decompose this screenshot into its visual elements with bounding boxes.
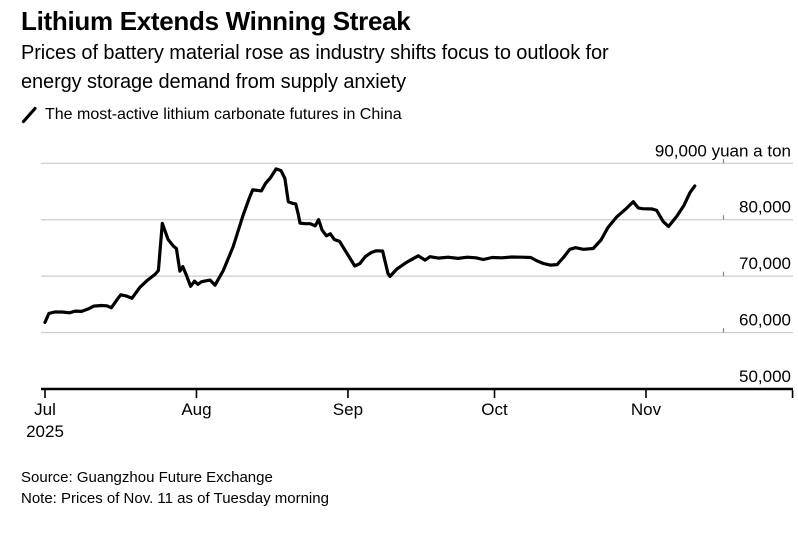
chart-subtitle: Prices of battery material rose as indus…	[21, 39, 609, 96]
note-text: Note: Prices of Nov. 11 as of Tuesday mo…	[21, 489, 329, 507]
source-text: Source: Guangzhou Future Exchange	[21, 469, 273, 486]
x-axis-label: Aug	[181, 400, 211, 419]
y-axis-label: 50,000	[739, 367, 791, 386]
line-series-marker-icon	[21, 106, 37, 124]
y-axis-label: 70,000	[739, 254, 791, 273]
x-axis-label: Jul	[34, 400, 56, 419]
price-line	[43, 167, 697, 324]
x-axis-label: Sep	[333, 400, 363, 419]
y-axis-label: 60,000	[739, 311, 791, 330]
subtitle-line-1: Prices of battery material rose as indus…	[21, 42, 609, 64]
series-legend-label: The most-active lithium carbonate future…	[45, 106, 402, 123]
x-axis-year-label: 2025	[26, 422, 64, 441]
chart-footer: Source: Guangzhou Future Exchange Note: …	[21, 468, 329, 509]
subtitle-line-2: energy storage demand from supply anxiet…	[21, 70, 407, 93]
y-axis-label: 80,000	[739, 198, 791, 217]
chart-title: Lithium Extends Winning Streak	[21, 6, 411, 36]
x-axis-label: Nov	[631, 400, 662, 419]
y-axis-label: 90,000 yuan a ton	[655, 141, 791, 160]
series-legend: The most-active lithium carbonate future…	[21, 106, 402, 124]
x-axis-label: Oct	[481, 400, 508, 419]
